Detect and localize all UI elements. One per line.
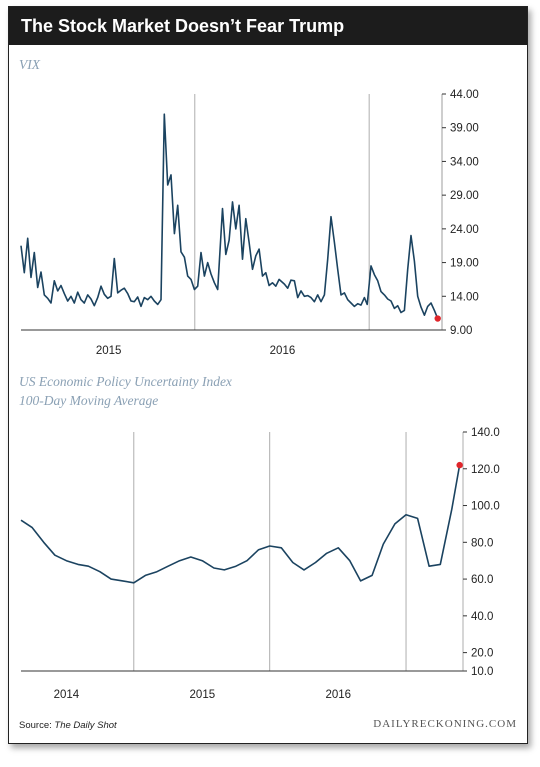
x-tick-label: 2015: [96, 345, 122, 357]
y-tick-label: 19.00: [450, 258, 479, 270]
vix-chart: 44.00 39.00 34.00 29.00 24.00 19.00 14.00 9.00 2…: [20, 89, 479, 357]
y-tick-label: 80.0: [471, 537, 493, 549]
y-tick-label: 14.00: [450, 291, 479, 303]
series-line: [20, 113, 439, 319]
y-tick-label: 100.0: [471, 501, 500, 513]
y-tick-label: 29.00: [450, 190, 479, 202]
y-tick-label: 140.0: [471, 427, 500, 439]
page-title: The Stock Market Doesn’t Fear Trump: [9, 7, 527, 45]
y-tick-label: 44.00: [450, 89, 479, 101]
epu-chart: 140.0 120.0 100.0 80.0 60.0 40.0 20.0 10.0 2014 2…: [20, 427, 500, 701]
source-name: The Daily Shot: [54, 720, 117, 731]
vix-chart-title: VIX: [19, 57, 40, 72]
source-label: Source:: [19, 720, 52, 731]
y-tick-label: 39.00: [450, 123, 479, 135]
y-tick-label: 10.0: [471, 666, 493, 678]
source-note: Source: The Daily Shot: [19, 720, 117, 731]
endpoint-marker: [456, 461, 463, 469]
y-tick-label: 20.0: [471, 648, 493, 660]
series-line: [20, 464, 461, 584]
chart-card: The Stock Market Doesn’t Fear Trump VIX …: [8, 6, 528, 744]
epu-chart-subtitle: 100-Day Moving Average: [19, 393, 159, 408]
x-tick-label: 2014: [54, 689, 80, 701]
x-tick-label: 2016: [270, 345, 296, 357]
x-tick-label: 2016: [325, 689, 351, 701]
y-tick-label: 60.0: [471, 574, 493, 586]
endpoint-marker: [434, 315, 441, 322]
y-tick-label: 9.00: [450, 325, 472, 337]
x-tick-label: 2015: [190, 689, 216, 701]
brand-label: DAILYRECKONING.COM: [373, 718, 517, 730]
y-tick-label: 40.0: [471, 611, 493, 623]
y-tick-label: 120.0: [471, 464, 500, 476]
epu-chart-title: US Economic Policy Uncertainty Index: [19, 374, 232, 389]
y-tick-label: 24.00: [450, 224, 479, 236]
y-tick-label: 34.00: [450, 156, 479, 168]
